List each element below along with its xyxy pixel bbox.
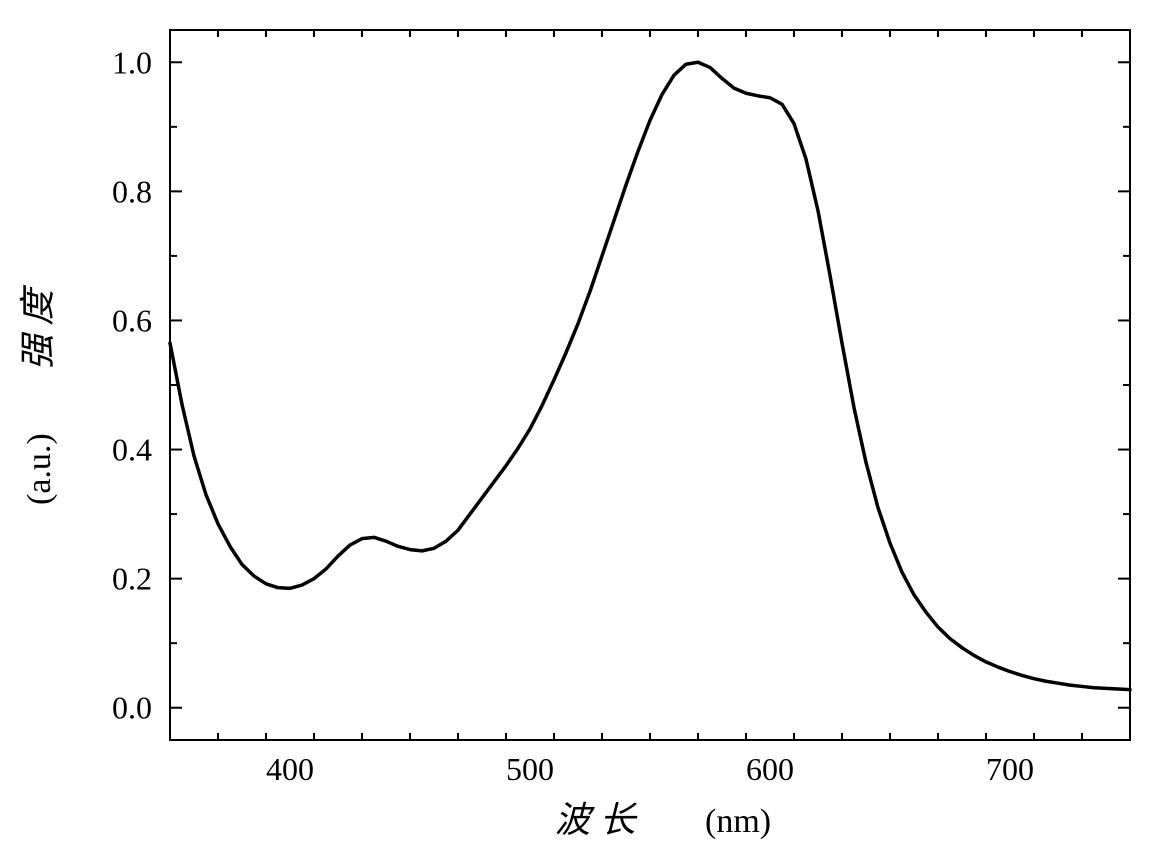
y-tick-label: 0.8 bbox=[112, 173, 152, 209]
x-tick-label: 500 bbox=[506, 751, 554, 787]
x-tick-label: 400 bbox=[266, 751, 314, 787]
svg-text:(a.u.): (a.u.) bbox=[21, 433, 58, 505]
svg-text:波 长: 波 长 bbox=[554, 800, 638, 840]
y-tick-label: 0.2 bbox=[112, 561, 152, 597]
spectrum-line bbox=[170, 62, 1130, 689]
y-tick-label: 0.0 bbox=[112, 690, 152, 726]
y-tick-label: 1.0 bbox=[112, 44, 152, 80]
svg-text:(nm): (nm) bbox=[705, 803, 771, 840]
x-tick-label: 600 bbox=[746, 751, 794, 787]
y-tick-label: 0.4 bbox=[112, 432, 152, 468]
spectrum-chart: 400 500 600 700 0.0 0.2 0.4 0.6 0.8 1.0 波 长 (nm) 强 度… bbox=[0, 0, 1152, 864]
x-axis-label: 波 长 (nm) bbox=[554, 800, 771, 840]
y-tick-label: 0.6 bbox=[112, 302, 152, 338]
x-tick-label: 700 bbox=[986, 751, 1034, 787]
y-axis-label: 强 度 (a.u.) bbox=[18, 285, 58, 505]
chart-container: 400 500 600 700 0.0 0.2 0.4 0.6 0.8 1.0 波 长 (nm) 强 度… bbox=[0, 0, 1152, 864]
svg-text:强 度: 强 度 bbox=[18, 285, 58, 371]
